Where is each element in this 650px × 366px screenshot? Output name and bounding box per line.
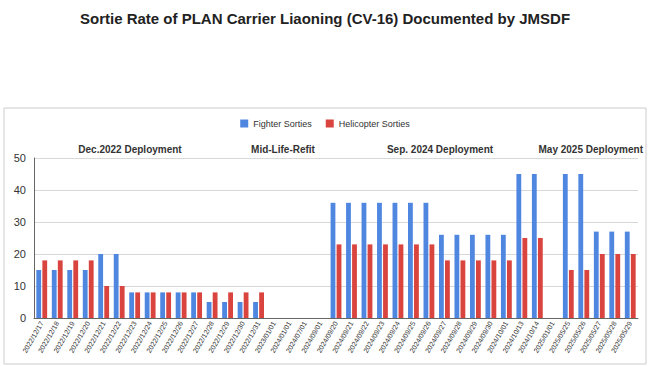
svg-text:Sep. 2024 Deployment: Sep. 2024 Deployment <box>387 144 494 155</box>
svg-text:20: 20 <box>14 248 26 260</box>
svg-text:May 2025 Deployment: May 2025 Deployment <box>539 144 644 155</box>
svg-text:2024/07/01: 2024/07/01 <box>284 320 309 354</box>
svg-text:2022/12/21: 2022/12/21 <box>83 320 107 354</box>
svg-text:2022/12/19: 2022/12/19 <box>52 320 76 354</box>
svg-text:2022/12/27: 2022/12/27 <box>176 320 200 354</box>
svg-text:Fighter Sorties: Fighter Sorties <box>253 119 312 129</box>
svg-text:2025/05/28: 2025/05/28 <box>594 320 618 354</box>
svg-text:2025/05/29: 2025/05/29 <box>610 320 634 354</box>
svg-text:2022/12/20: 2022/12/20 <box>67 320 92 354</box>
svg-text:2024/10/14: 2024/10/14 <box>516 320 541 354</box>
svg-text:2022/12/23: 2022/12/23 <box>114 320 138 354</box>
svg-text:2024/09/27: 2024/09/27 <box>423 320 448 354</box>
svg-text:50: 50 <box>14 152 26 164</box>
svg-text:2022/12/17: 2022/12/17 <box>21 320 45 354</box>
svg-text:2025/05/25: 2025/05/25 <box>547 320 572 354</box>
svg-text:2024/09/20: 2024/09/20 <box>315 320 339 354</box>
svg-text:2025/05/26: 2025/05/26 <box>563 320 587 354</box>
svg-text:10: 10 <box>14 280 26 292</box>
svg-text:2024/09/25: 2024/09/25 <box>392 320 417 354</box>
svg-text:2022/12/18: 2022/12/18 <box>36 320 61 354</box>
svg-text:2024/10/01: 2024/10/01 <box>485 320 510 354</box>
svg-text:2024/09/30: 2024/09/30 <box>470 320 494 354</box>
svg-text:2024/10/13: 2024/10/13 <box>501 320 525 354</box>
svg-text:2025/05/27: 2025/05/27 <box>578 320 603 354</box>
svg-text:2024/09/21: 2024/09/21 <box>331 320 355 354</box>
svg-text:2023/01/01: 2023/01/01 <box>253 320 278 354</box>
svg-text:2022/12/25: 2022/12/25 <box>145 320 169 354</box>
svg-text:2025/01/01: 2025/01/01 <box>532 320 556 354</box>
svg-text:40: 40 <box>14 184 26 196</box>
svg-text:2024/09/29: 2024/09/29 <box>454 320 479 354</box>
svg-text:2024/09/23: 2024/09/23 <box>361 320 386 354</box>
svg-text:30: 30 <box>14 216 26 228</box>
svg-text:2022/12/28: 2022/12/28 <box>191 320 216 354</box>
svg-text:2022/12/31: 2022/12/31 <box>238 320 262 354</box>
svg-text:2024/09/24: 2024/09/24 <box>377 320 401 354</box>
svg-text:2022/12/22: 2022/12/22 <box>98 320 123 354</box>
svg-text:Helicopter Sorties: Helicopter Sorties <box>339 119 411 129</box>
svg-text:2022/12/24: 2022/12/24 <box>129 320 154 354</box>
svg-text:2024/09/26: 2024/09/26 <box>408 320 432 354</box>
svg-text:2022/12/26: 2022/12/26 <box>160 320 185 354</box>
svg-text:2024/09/22: 2024/09/22 <box>346 320 370 354</box>
svg-text:2022/12/30: 2022/12/30 <box>222 320 247 354</box>
svg-text:2024/01/01: 2024/01/01 <box>269 320 293 354</box>
svg-text:2022/12/29: 2022/12/29 <box>207 320 231 354</box>
svg-text:2024/09/01: 2024/09/01 <box>300 320 324 354</box>
svg-text:Dec.2022 Deployment: Dec.2022 Deployment <box>78 144 182 155</box>
svg-text:Sortie Rate of PLAN Carrier Li: Sortie Rate of PLAN Carrier Liaoning (CV… <box>80 10 570 27</box>
svg-text:Mid-Life-Refit: Mid-Life-Refit <box>251 144 316 155</box>
svg-text:0: 0 <box>20 312 26 324</box>
svg-text:2024/09/28: 2024/09/28 <box>439 320 463 354</box>
